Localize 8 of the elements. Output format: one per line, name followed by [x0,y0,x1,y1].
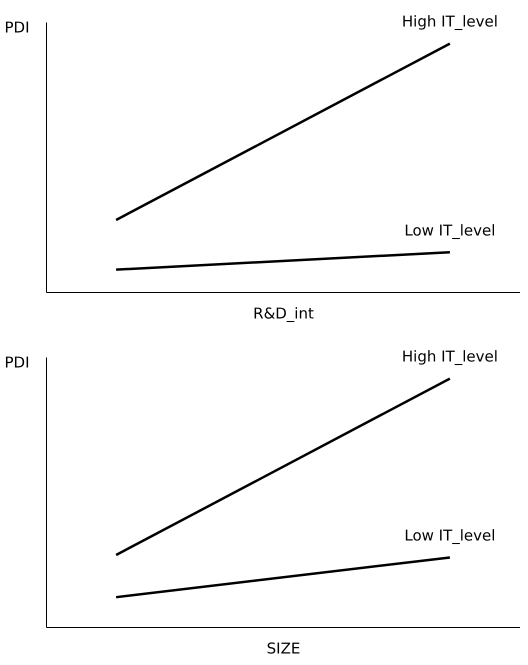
series-label: Low IT_level [404,526,496,544]
series-label: Low IT_level [404,221,496,240]
y-axis-title: PDI [4,354,30,372]
series-label: High IT_level [402,348,498,366]
x-axis-title: SIZE [266,640,300,658]
x-axis-title: R&D_int [253,304,314,322]
y-axis-title: PDI [4,18,30,36]
series-label: High IT_level [402,12,498,31]
